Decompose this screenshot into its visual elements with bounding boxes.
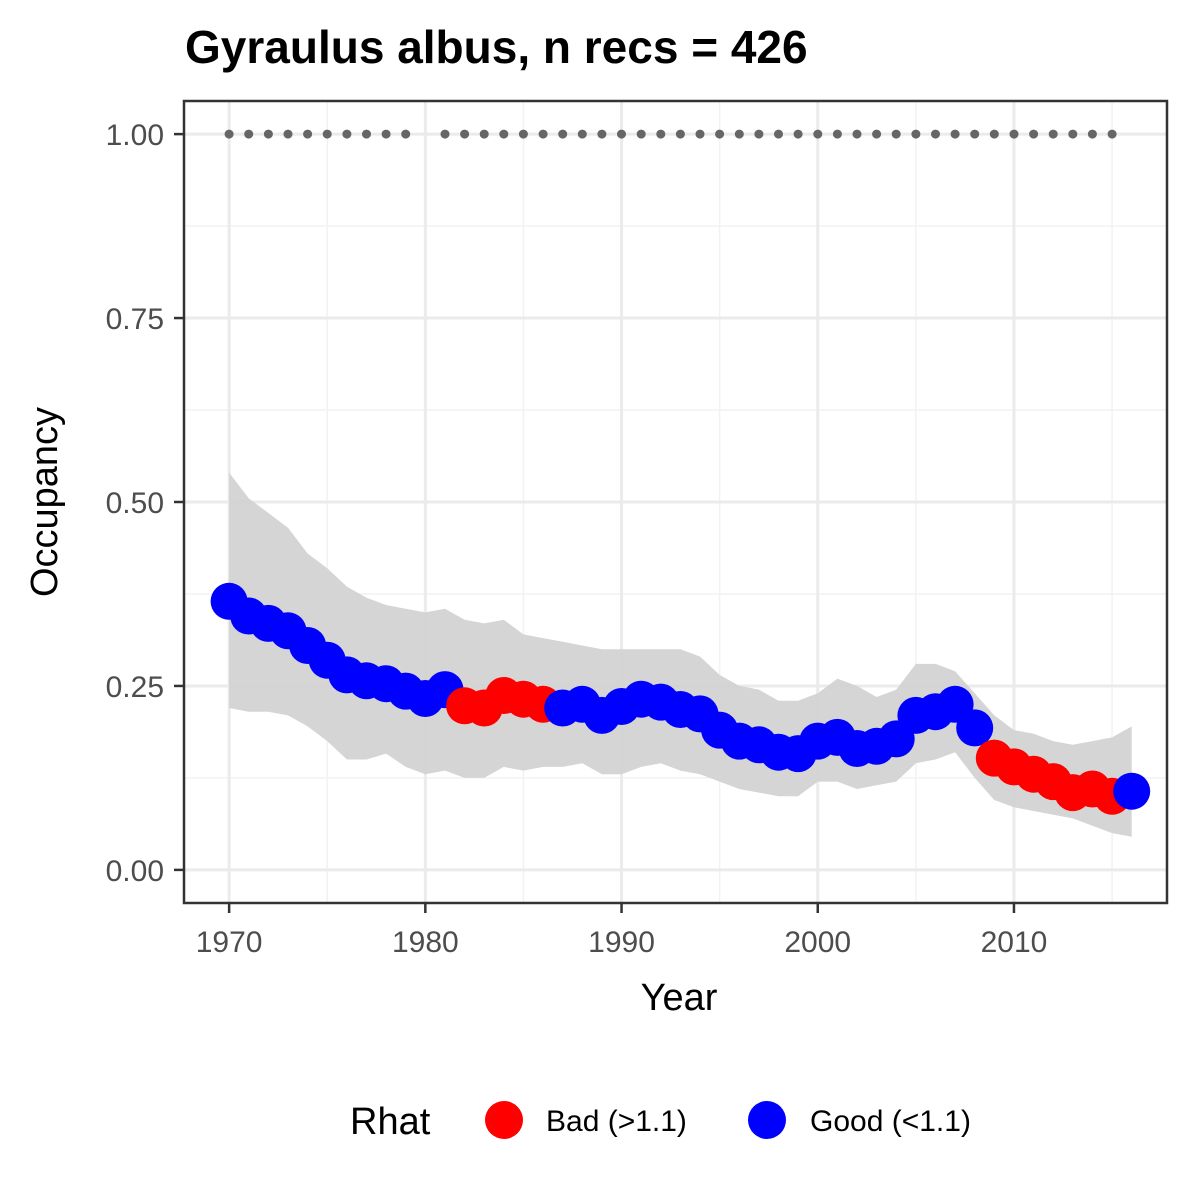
record-year-dot xyxy=(440,129,450,139)
record-year-dot xyxy=(695,129,705,139)
y-axis: 0.00 0.25 0.50 0.75 1.00 xyxy=(106,119,184,888)
occupancy-point xyxy=(1113,772,1151,810)
x-axis-title: Year xyxy=(641,977,718,1019)
legend-bad-swatch xyxy=(485,1101,523,1139)
legend-bad-label: Bad (>1.1) xyxy=(546,1105,687,1138)
record-year-dot xyxy=(342,129,352,139)
record-year-dot xyxy=(538,129,548,139)
record-year-dot xyxy=(401,129,411,139)
record-year-dot xyxy=(479,129,489,139)
record-year-dot xyxy=(832,129,842,139)
record-year-dot xyxy=(362,129,371,139)
record-year-dot xyxy=(263,129,273,139)
record-year-dot xyxy=(754,129,764,139)
record-year-dot xyxy=(597,129,607,139)
record-year-dot xyxy=(1048,129,1058,139)
record-year-dot xyxy=(813,129,823,139)
record-year-dot xyxy=(793,129,803,139)
record-year-dot xyxy=(734,129,744,139)
record-year-dot xyxy=(518,129,528,139)
y-tick-label: 0.50 xyxy=(106,487,164,520)
x-tick-label: 2000 xyxy=(784,926,851,959)
x-tick-label: 1980 xyxy=(392,926,459,959)
x-axis: 1970 1980 1990 2000 2010 xyxy=(196,903,1048,959)
record-year-dot xyxy=(1107,129,1117,139)
record-year-dot xyxy=(1087,129,1097,139)
record-year-dot xyxy=(872,129,882,139)
record-year-dot xyxy=(911,129,921,139)
record-year-dot xyxy=(322,129,332,139)
record-year-dot xyxy=(499,129,509,139)
record-year-dot xyxy=(577,129,587,139)
record-year-dot xyxy=(224,129,234,139)
x-tick-label: 1990 xyxy=(588,926,655,959)
record-year-dot xyxy=(989,129,999,139)
record-year-dot xyxy=(931,129,940,139)
plot-panel xyxy=(182,99,1169,905)
record-year-dot xyxy=(1029,129,1039,139)
y-tick-label: 0.00 xyxy=(106,855,164,888)
record-year-dot xyxy=(891,129,901,139)
record-year-dot xyxy=(283,129,293,139)
record-year-dot xyxy=(774,129,783,139)
record-year-dot xyxy=(675,129,685,139)
record-year-dot xyxy=(636,129,646,139)
legend-good-swatch xyxy=(748,1101,786,1139)
record-year-dot xyxy=(970,129,980,139)
y-axis-title: Occupancy xyxy=(24,407,66,597)
record-year-dot xyxy=(1009,129,1019,139)
legend-title: Rhat xyxy=(350,1101,431,1143)
x-tick-label: 1970 xyxy=(196,926,263,959)
record-year-dot xyxy=(950,129,960,139)
y-tick-label: 1.00 xyxy=(106,119,164,152)
record-year-dot xyxy=(1068,129,1078,139)
record-year-dot xyxy=(381,129,391,139)
legend: Rhat Bad (>1.1) Good (<1.1) xyxy=(350,1101,971,1143)
occupancy-point xyxy=(956,709,994,747)
chart-title: Gyraulus albus, n recs = 426 xyxy=(185,21,808,73)
record-year-dot xyxy=(303,129,313,139)
y-tick-label: 0.25 xyxy=(106,671,164,704)
record-year-dot xyxy=(244,129,254,139)
y-tick-label: 0.75 xyxy=(106,303,164,336)
record-year-dot xyxy=(617,129,626,139)
record-year-dot xyxy=(460,129,470,139)
legend-good-label: Good (<1.1) xyxy=(810,1105,971,1138)
x-tick-label: 2010 xyxy=(981,926,1048,959)
record-year-dot xyxy=(852,129,862,139)
record-year-dot xyxy=(656,129,666,139)
record-year-dot xyxy=(715,129,725,139)
record-year-dot xyxy=(558,129,568,139)
